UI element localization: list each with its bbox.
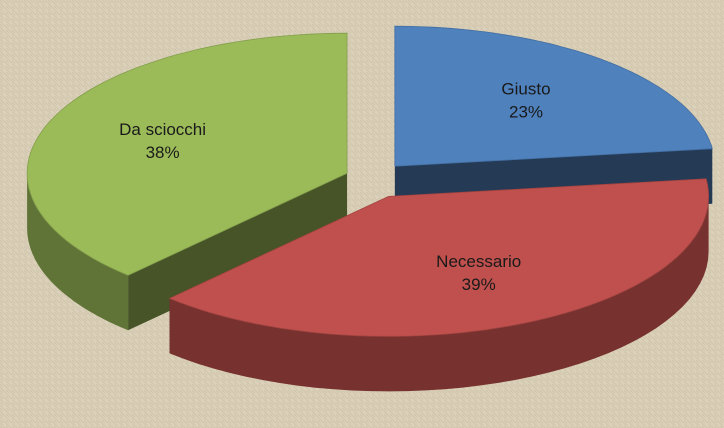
slice-label: Giusto (501, 80, 550, 99)
slice-top (394, 25, 713, 167)
slice-value-label: 23% (509, 103, 543, 122)
slice-side (128, 173, 348, 331)
pie-slice (168, 178, 710, 392)
slice-top (168, 178, 710, 337)
slice-value-label: 38% (146, 143, 180, 162)
slice-wall (169, 196, 709, 392)
slice-label: Necessario (436, 252, 521, 271)
slice-wall (27, 173, 129, 331)
slice-value-label: 39% (462, 275, 496, 294)
pie-slice (26, 32, 348, 331)
slice-top (26, 32, 348, 276)
slice-label: Da sciocchi (119, 120, 206, 139)
